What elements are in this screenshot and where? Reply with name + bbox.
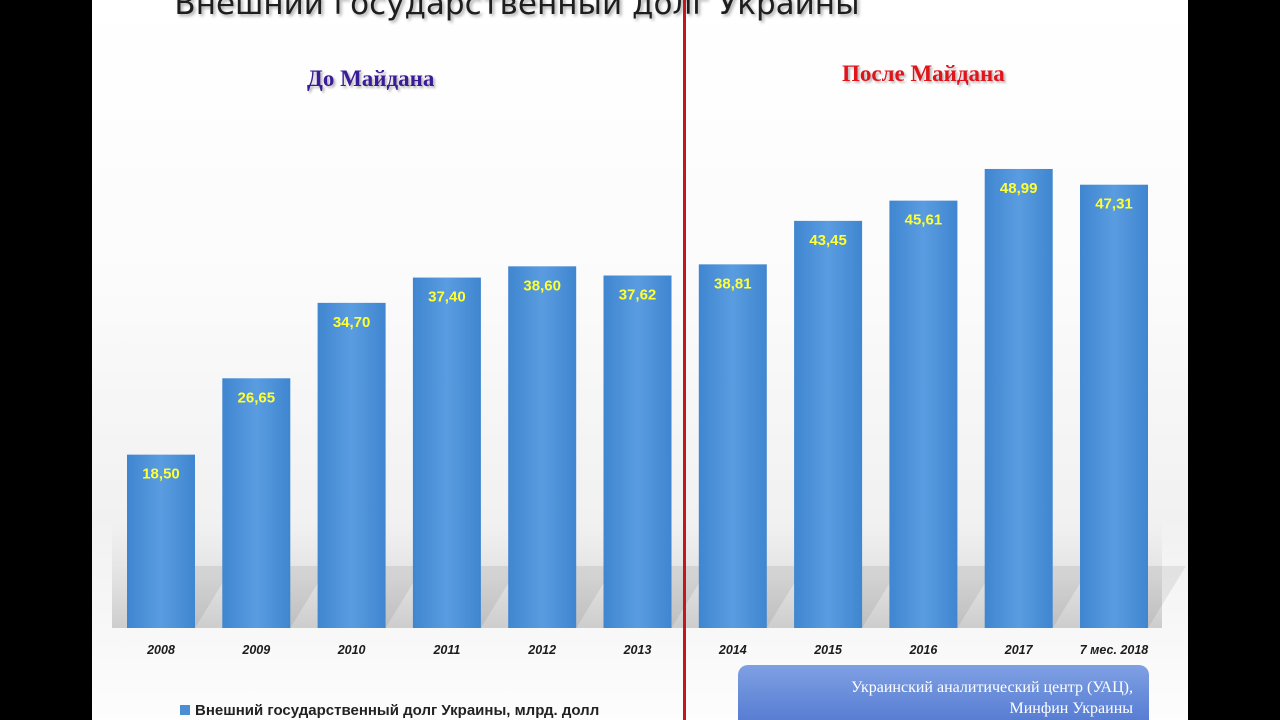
x-tick-label: 2012 — [527, 643, 556, 657]
bar-2008 — [127, 454, 195, 628]
bar-2010 — [317, 302, 386, 628]
bar-2014 — [698, 264, 767, 628]
bar-value-label: 43,45 — [809, 232, 847, 249]
bar-value-label: 37,62 — [619, 287, 657, 304]
bar-value-label: 18,50 — [142, 466, 180, 483]
chart-slide: Внешний государственный долг Украины До … — [92, 0, 1188, 720]
bar-chart: 18,50 26,65 34,70 37,40 38,60 37,62 38,81 43,45… — [112, 168, 1186, 657]
x-tick-label: 2016 — [908, 643, 938, 657]
chart-title: Внешний государственный долг Украины — [174, 0, 860, 22]
x-tick-label: 2010 — [337, 643, 366, 657]
source-box: Украинский аналитический центр (УАЦ), Ми… — [738, 665, 1149, 720]
x-tick-label: 2011 — [432, 643, 460, 657]
x-tick-label: 2013 — [623, 643, 652, 657]
bar-2012 — [508, 266, 577, 628]
x-tick-label: 7 мес. 2018 — [1080, 643, 1149, 657]
bar-2013 — [603, 275, 672, 628]
maidan-divider-line — [683, 0, 686, 720]
x-tick-label: 2014 — [718, 643, 747, 657]
x-tick-label: 2015 — [813, 643, 843, 657]
bar-2015 — [794, 220, 863, 628]
period-after-label: После Майдана — [842, 61, 1005, 86]
source-line-2: Минфин Украины — [1009, 700, 1133, 717]
bar-value-label: 47,31 — [1095, 196, 1133, 213]
legend-label: Внешний государственный долг Украины, мл… — [195, 702, 600, 719]
bar-value-label: 38,60 — [523, 277, 561, 294]
bar-7-мес.-2018 — [1080, 184, 1148, 628]
period-before-label: До Майдана — [307, 66, 435, 91]
x-tick-label: 2008 — [146, 643, 175, 657]
bar-value-label: 45,61 — [905, 212, 943, 229]
bar-2009 — [222, 378, 291, 628]
bar-2017 — [984, 168, 1053, 629]
bar-value-label: 38,81 — [714, 275, 752, 292]
legend-swatch — [180, 705, 190, 715]
x-tick-label: 2009 — [241, 643, 270, 657]
bar-value-label: 34,70 — [333, 314, 371, 331]
bar-value-label: 37,40 — [428, 289, 466, 306]
bar-2016 — [889, 200, 958, 629]
legend: Внешний государственный долг Украины, мл… — [180, 702, 599, 719]
bar-2011 — [412, 277, 481, 628]
bar-value-label: 26,65 — [238, 389, 276, 406]
bar-value-label: 48,99 — [1000, 180, 1038, 197]
source-line-1: Украинский аналитический центр (УАЦ), — [851, 679, 1133, 696]
x-tick-label: 2017 — [1004, 643, 1034, 657]
